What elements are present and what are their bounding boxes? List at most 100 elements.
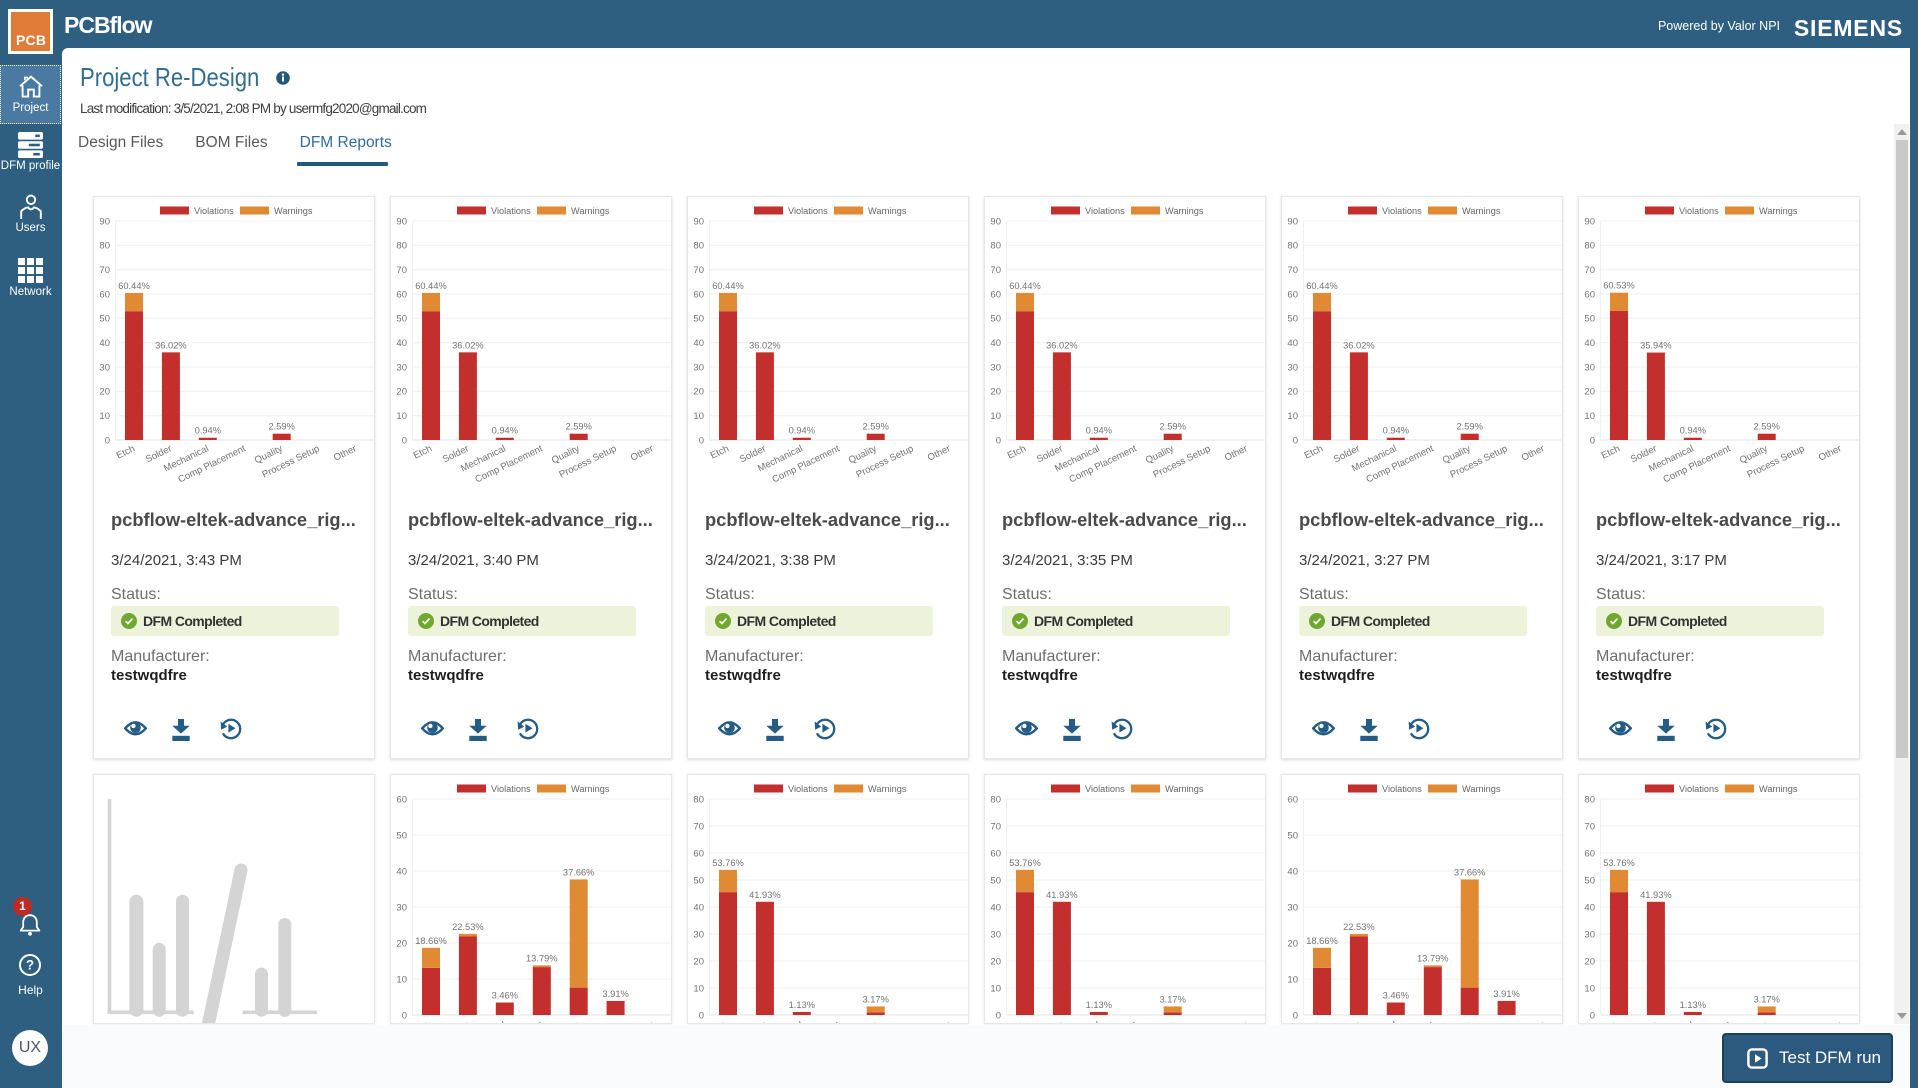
svg-text:Solder: Solder [1035,1019,1065,1024]
svg-text:10: 10 [1287,974,1298,985]
svg-text:20: 20 [99,387,110,398]
svg-text:60: 60 [1584,289,1595,300]
svg-text:60.44%: 60.44% [118,281,150,291]
svg-text:10: 10 [99,411,110,422]
svg-text:10: 10 [1584,983,1595,994]
svg-text:36.02%: 36.02% [1046,340,1078,350]
svg-text:50: 50 [693,314,704,325]
svg-text:18.66%: 18.66% [415,936,447,946]
svg-text:Violations: Violations [194,206,234,216]
svg-text:60: 60 [1584,848,1595,859]
svg-text:Quality: Quality [847,1020,879,1024]
svg-text:53.76%: 53.76% [712,858,744,868]
svg-text:Solder: Solder [1629,1019,1659,1024]
svg-text:60: 60 [396,289,407,300]
svg-text:0: 0 [699,1010,704,1021]
svg-text:Warnings: Warnings [1759,206,1798,216]
svg-text:60: 60 [1287,289,1298,300]
svg-text:Other: Other [1520,443,1547,464]
svg-text:Etch: Etch [709,443,731,461]
svg-text:Violations: Violations [1679,784,1719,794]
svg-text:0: 0 [402,1010,407,1021]
svg-text:Comp Placement: Comp Placement [1068,1020,1139,1024]
svg-text:70: 70 [693,265,704,276]
svg-text:Violations: Violations [1085,784,1125,794]
svg-text:3.17%: 3.17% [1160,994,1186,1004]
svg-text:60.44%: 60.44% [1009,281,1041,291]
svg-text:Etch: Etch [1303,443,1325,461]
svg-text:41.93%: 41.93% [1640,890,1672,900]
svg-text:Quality: Quality [1738,1020,1770,1024]
svg-text:60: 60 [693,848,704,859]
svg-text:1.13%: 1.13% [1680,1000,1706,1010]
svg-text:36.02%: 36.02% [155,340,187,350]
svg-text:53.76%: 53.76% [1603,858,1635,868]
svg-text:30: 30 [1584,362,1595,373]
svg-text:90: 90 [990,216,1001,227]
svg-text:40: 40 [99,338,110,349]
svg-text:10: 10 [990,983,1001,994]
svg-text:30: 30 [99,362,110,373]
svg-text:20: 20 [990,956,1001,967]
svg-text:0.94%: 0.94% [195,426,221,436]
svg-text:Violations: Violations [788,784,828,794]
svg-text:80: 80 [1584,794,1595,805]
svg-text:70: 70 [1584,265,1595,276]
svg-text:35.94%: 35.94% [1640,341,1672,351]
svg-text:0: 0 [1590,435,1595,446]
svg-text:40: 40 [396,866,407,877]
svg-text:10: 10 [693,983,704,994]
svg-text:Warnings: Warnings [868,784,907,794]
svg-text:Etch: Etch [412,1020,434,1024]
svg-text:10: 10 [1287,411,1298,422]
svg-text:10: 10 [693,411,704,422]
svg-text:30: 30 [1287,902,1298,913]
svg-text:60: 60 [1287,794,1298,805]
svg-text:90: 90 [1584,216,1595,227]
svg-text:90: 90 [99,216,110,227]
svg-text:13.79%: 13.79% [1417,953,1449,963]
svg-text:Other: Other [629,1019,656,1024]
svg-text:20: 20 [396,387,407,398]
svg-text:10: 10 [1584,411,1595,422]
svg-text:50: 50 [1287,314,1298,325]
svg-text:Quality: Quality [1441,1020,1473,1024]
svg-text:90: 90 [396,216,407,227]
svg-text:0: 0 [996,435,1001,446]
svg-text:30: 30 [693,362,704,373]
svg-text:Comp Placement: Comp Placement [1365,1020,1436,1024]
svg-text:Violations: Violations [1085,206,1125,216]
svg-text:0.94%: 0.94% [492,426,518,436]
svg-text:80: 80 [396,241,407,252]
svg-text:60: 60 [693,289,704,300]
svg-text:Warnings: Warnings [1165,784,1204,794]
svg-text:80: 80 [1584,241,1595,252]
svg-text:60.44%: 60.44% [712,281,744,291]
svg-text:3.91%: 3.91% [1493,989,1519,999]
svg-text:50: 50 [1584,314,1595,325]
svg-text:70: 70 [1584,821,1595,832]
svg-text:90: 90 [693,216,704,227]
svg-text:10: 10 [396,974,407,985]
svg-text:70: 70 [396,265,407,276]
svg-text:50: 50 [1287,830,1298,841]
svg-text:2.59%: 2.59% [1754,422,1780,432]
svg-text:3.46%: 3.46% [492,991,518,1001]
svg-text:Warnings: Warnings [1759,784,1798,794]
svg-text:Other: Other [1223,1019,1250,1024]
svg-text:50: 50 [990,314,1001,325]
svg-text:?: ? [26,958,34,973]
svg-text:Other: Other [1223,443,1250,464]
svg-text:36.02%: 36.02% [749,340,781,350]
svg-text:37.66%: 37.66% [563,867,595,877]
svg-text:70: 70 [990,265,1001,276]
svg-text:37.66%: 37.66% [1454,867,1486,877]
svg-text:22.53%: 22.53% [452,922,484,932]
svg-text:40: 40 [1584,902,1595,913]
svg-text:70: 70 [693,821,704,832]
svg-text:60.44%: 60.44% [415,281,447,291]
svg-text:50: 50 [99,314,110,325]
svg-text:Quality: Quality [1144,1020,1176,1024]
svg-text:Warnings: Warnings [571,206,610,216]
svg-text:22.53%: 22.53% [1343,922,1375,932]
